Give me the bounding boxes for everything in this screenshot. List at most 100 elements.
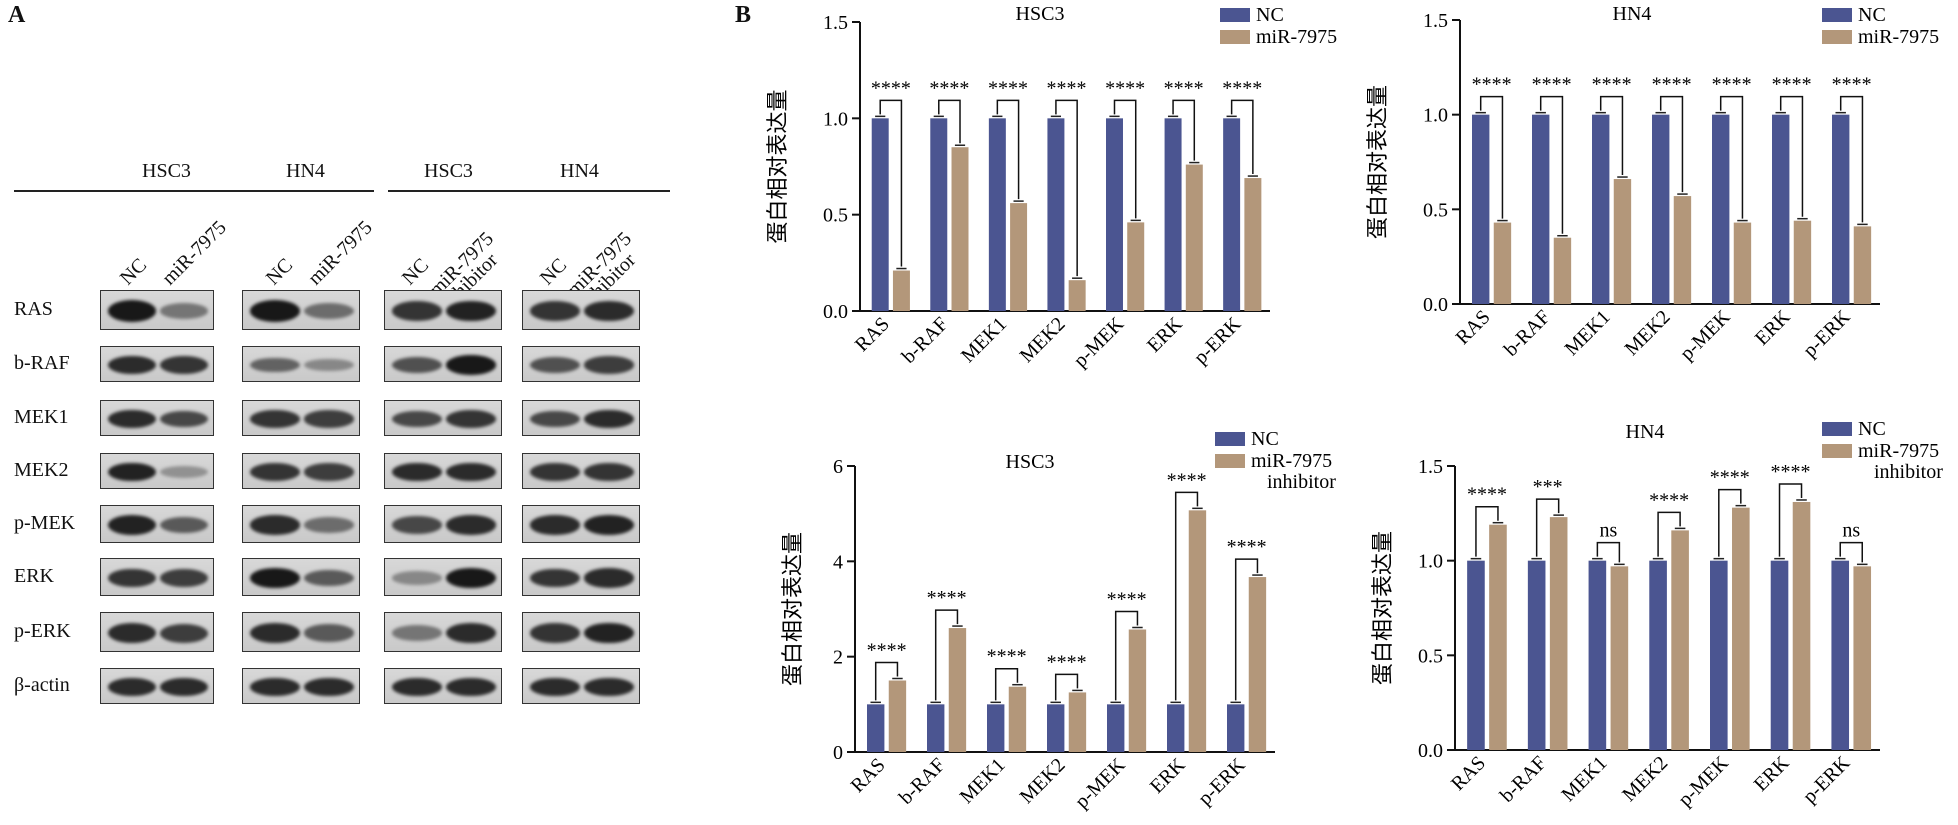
legend-swatch (1822, 8, 1852, 22)
significance-label: **** (1772, 74, 1812, 96)
cell-line-label-hsc3: HSC3 (142, 160, 191, 182)
bar-treatment (1613, 179, 1632, 304)
significance-label: **** (1047, 77, 1087, 99)
group-divider-inhibitor (388, 190, 670, 192)
blot-band (107, 677, 156, 697)
blot-image (384, 400, 502, 436)
blot-band (392, 410, 442, 428)
significance-bracket (938, 99, 961, 144)
y-tick-label: 1.5 (1418, 456, 1443, 478)
significance-bracket (1719, 95, 1744, 219)
blot-band (392, 462, 442, 482)
blot-band (584, 463, 634, 481)
legend-label: inhibitor (1267, 471, 1336, 493)
group-divider-mimic (14, 190, 374, 192)
x-tick-label: b-RAF (895, 754, 950, 809)
x-tick-label: ERK (1143, 313, 1187, 357)
bar-nc (1831, 560, 1850, 750)
legend-swatch (1220, 30, 1250, 44)
y-tick-label: 1.0 (1418, 551, 1443, 573)
bar-treatment (1244, 178, 1262, 311)
y-tick-label: 0.5 (1418, 645, 1443, 667)
bar-treatment (1671, 530, 1689, 750)
blot-band (530, 463, 580, 481)
blot-band (392, 356, 442, 373)
blot-image (100, 290, 214, 330)
legend-swatch (1822, 30, 1852, 44)
bar-nc (1107, 704, 1125, 752)
blot-image (100, 346, 214, 382)
blot-band (446, 622, 496, 644)
significance-label: **** (1771, 461, 1811, 483)
blot-band (304, 358, 354, 372)
blot-image (384, 558, 502, 596)
bar-nc (927, 704, 945, 752)
x-tick-label: MEK1 (957, 313, 1011, 367)
x-tick-label: MEK1 (956, 754, 1010, 808)
legend-label: inhibitor (1874, 461, 1943, 483)
y-tick-label: 0 (833, 742, 843, 764)
legend-label: miR-7975 (1858, 26, 1939, 48)
blot-band (392, 677, 442, 697)
x-tick-label: ERK (1751, 306, 1795, 350)
significance-label: ns (1599, 520, 1617, 542)
x-tick-label: p-ERK (1799, 306, 1855, 362)
significance-bracket (934, 609, 959, 701)
bar-nc (1223, 118, 1241, 311)
blot-band (584, 622, 634, 644)
significance-label: **** (1832, 74, 1872, 96)
significance-bracket (994, 667, 1019, 701)
blot-image (522, 453, 640, 489)
blot-band (304, 677, 354, 697)
significance-bracket (1599, 95, 1624, 176)
legend-label: miR-7975 (1256, 26, 1337, 48)
blot-band (392, 301, 442, 321)
bar-nc (1710, 560, 1728, 750)
blot-band (250, 463, 300, 481)
blot-image (384, 505, 502, 543)
bar-nc (1712, 114, 1730, 305)
bar-treatment (888, 680, 907, 752)
legend-label: NC (1858, 418, 1886, 440)
legend-swatch (1215, 454, 1245, 468)
significance-bracket (1055, 99, 1078, 277)
blot-band (584, 515, 634, 535)
y-tick-label: 1.0 (823, 108, 848, 130)
blot-row-label: MEK2 (14, 459, 69, 481)
blot-band (160, 516, 209, 534)
significance-bracket (1539, 95, 1564, 234)
blot-image (100, 400, 214, 436)
x-tick-label: MEK1 (1557, 752, 1611, 806)
blot-band (446, 515, 496, 535)
significance-label: ns (1842, 520, 1860, 542)
blot-band (250, 515, 300, 535)
legend-label: NC (1858, 4, 1886, 26)
x-tick-label: p-ERK (1194, 754, 1250, 810)
bar-treatment (1128, 629, 1147, 752)
bar-nc (1047, 118, 1065, 311)
blot-band (160, 303, 209, 319)
significance-label: **** (1592, 74, 1632, 96)
y-axis-label: 蛋白相对表达量 (1365, 85, 1390, 239)
significance-bracket (1234, 558, 1259, 701)
significance-label: **** (1164, 77, 1204, 99)
significance-label: **** (1105, 77, 1145, 99)
blot-band (530, 623, 580, 643)
x-tick-label: ERK (1750, 752, 1794, 796)
y-axis-label: 蛋白相对表达量 (780, 532, 805, 686)
significance-bracket (1596, 541, 1621, 563)
bar-treatment (1733, 222, 1752, 304)
blot-band (107, 409, 156, 429)
significance-label: **** (1227, 536, 1267, 558)
bar-nc (930, 118, 948, 311)
y-tick-label: 6 (833, 456, 843, 478)
significance-label: **** (1467, 484, 1507, 506)
blot-band (250, 357, 300, 373)
blot-row-label: MEK1 (14, 406, 69, 428)
blot-row-label: b-RAF (14, 352, 70, 374)
significance-bracket (879, 99, 903, 267)
bar-treatment (1248, 577, 1267, 752)
bar-nc (1527, 560, 1546, 750)
bar-nc (988, 118, 1006, 311)
blot-band (160, 410, 209, 428)
